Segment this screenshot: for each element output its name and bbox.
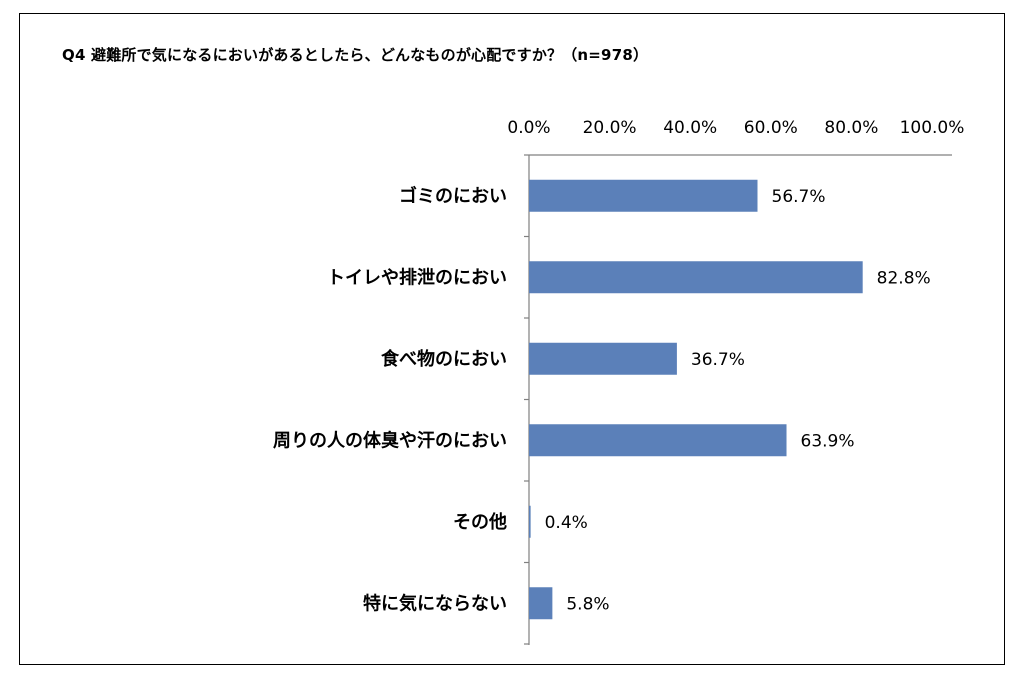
bar — [529, 261, 863, 294]
category-label: 特に気にならない — [363, 592, 507, 614]
data-label: 36.7% — [691, 350, 745, 370]
chart-title: Q4 避難所で気になるにおいがあるとしたら、どんなものが心配ですか？（n=978… — [62, 46, 649, 64]
chart-frame — [19, 13, 1005, 665]
category-label: ゴミのにおい — [399, 185, 507, 207]
x-tick-label: 80.0% — [824, 118, 878, 138]
bar — [529, 424, 787, 457]
category-label: トイレや排泄のにおい — [327, 266, 507, 288]
data-label: 56.7% — [772, 187, 826, 207]
x-tick-label: 60.0% — [744, 118, 798, 138]
bar — [529, 342, 677, 375]
category-label: その他 — [453, 511, 507, 533]
data-label: 63.9% — [801, 431, 855, 451]
bar — [529, 179, 758, 212]
bar — [529, 505, 531, 538]
x-tick-label: 100.0% — [900, 118, 965, 138]
data-label: 82.8% — [877, 268, 931, 288]
category-label: 周りの人の体臭や汗のにおい — [273, 429, 507, 451]
x-tick-label: 0.0% — [507, 118, 550, 138]
x-tick-label: 20.0% — [583, 118, 637, 138]
data-label: 0.4% — [545, 513, 588, 533]
data-label: 5.8% — [566, 594, 609, 614]
x-tick-label: 40.0% — [663, 118, 717, 138]
category-label: 食べ物のにおい — [380, 348, 507, 370]
bar — [529, 587, 553, 620]
